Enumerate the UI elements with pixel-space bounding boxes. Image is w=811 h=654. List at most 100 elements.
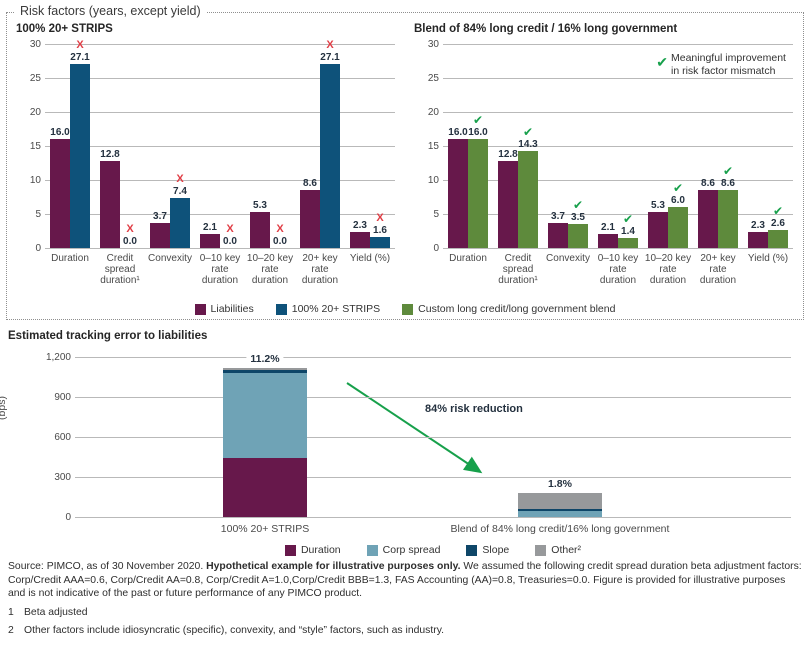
value-label: 2.1 <box>203 222 217 233</box>
y-tick-label: 1,200 <box>45 352 71 363</box>
footer: Source: PIMCO, as of 30 November 2020. H… <box>8 560 804 638</box>
footnote-1-text: Beta adjusted <box>24 606 88 618</box>
source-prefix: Source: PIMCO, as of 30 November 2020. <box>8 561 207 572</box>
y-tick-label: 15 <box>29 141 41 152</box>
strips-chart-title: 100% 20+ STRIPS <box>16 23 113 35</box>
y-axis-label: (bps) <box>0 396 8 420</box>
stack-segment-other- <box>223 367 307 371</box>
value-label: 0.0 <box>123 236 137 247</box>
bar-liabilities <box>350 232 370 248</box>
value-label: 16.0 <box>50 127 70 138</box>
x-category-label: Convexity <box>546 253 590 264</box>
y-tick-label: 5 <box>35 209 41 220</box>
bar-portfolio <box>518 151 538 248</box>
gridline <box>75 397 791 398</box>
y-tick-label: 900 <box>54 392 71 403</box>
legend-swatch <box>466 544 478 556</box>
y-tick-label: 300 <box>54 472 71 483</box>
x-mark-icon: X <box>276 223 284 235</box>
x-category-label: 20+ key rate duration <box>301 253 339 286</box>
x-category-label: 20+ key rate duration <box>699 253 737 286</box>
bar-liabilities <box>548 223 568 248</box>
gridline <box>443 180 793 181</box>
gridline <box>443 248 793 249</box>
value-label: 8.6 <box>721 178 735 189</box>
bar-liabilities <box>748 232 768 248</box>
value-label: 5.3 <box>651 200 665 211</box>
legend-label: Custom long credit/long government blend <box>418 303 616 315</box>
x-category-label: 10–20 key rate duration <box>644 253 692 286</box>
value-label: 16.0 <box>468 127 488 138</box>
gridline <box>75 477 791 478</box>
value-label: 5.3 <box>253 200 267 211</box>
source-rest: We assumed the following credit spread d… <box>8 561 802 599</box>
x-category-label: Convexity <box>148 253 192 264</box>
value-label: 2.3 <box>353 220 367 231</box>
bar-liabilities <box>150 223 170 248</box>
gridline <box>45 78 395 79</box>
x-mark-icon: X <box>226 223 234 235</box>
value-label: 16.0 <box>448 127 468 138</box>
y-tick-label: 20 <box>427 107 439 118</box>
x-mark-icon: X <box>176 173 184 185</box>
value-label: 3.7 <box>551 211 565 222</box>
strips-chart-panel: 100% 20+ STRIPS 0 5 10 15 20 25 30 16.0 27.1 X Dur… <box>7 13 405 286</box>
strips-bar-chart: 0 5 10 15 20 25 30 16.0 27.1 X Duration 12.8 0.0 X Cre… <box>30 39 395 286</box>
risk-factors-title: Risk factors (years, except yield) <box>15 4 206 18</box>
legend-label: Corp spread <box>382 544 441 556</box>
legend-swatch <box>366 544 378 556</box>
x-category-label: Credit spread duration¹ <box>498 253 538 286</box>
risk-factors-box: Risk factors (years, except yield) 100% … <box>6 4 804 320</box>
footnote-1: 1 Beta adjusted <box>8 606 804 620</box>
legend-item: Corp spread <box>366 544 441 556</box>
value-label: 3.5 <box>571 212 585 223</box>
gridline <box>45 180 395 181</box>
bar-liabilities <box>50 139 70 248</box>
y-tick-label: 0 <box>65 512 71 523</box>
footnote-1-number: 1 <box>8 606 14 618</box>
risk-reduction-label: 84% risk reduction <box>425 403 523 415</box>
x-mark-icon: X <box>376 212 384 224</box>
value-label: 1.6 <box>373 225 387 236</box>
bar-liabilities <box>498 161 518 248</box>
stack-segment-slope <box>223 370 307 373</box>
value-label: 2.1 <box>601 222 615 233</box>
legend-label: 100% 20+ STRIPS <box>291 303 381 315</box>
bar-portfolio <box>370 237 390 248</box>
legend-item: Liabilities <box>194 303 254 315</box>
total-percent-label: 11.2% <box>246 352 284 365</box>
legend-label: Liabilities <box>210 303 254 315</box>
legend-swatch <box>402 303 414 315</box>
bar-portfolio <box>170 198 190 248</box>
y-tick-label: 25 <box>29 73 41 84</box>
improvement-annotation: ✔ Meaningful improvement in risk factor … <box>656 52 791 78</box>
bar-liabilities <box>598 234 618 248</box>
x-mark-icon: X <box>76 39 84 51</box>
x-category-label: 100% 20+ STRIPS <box>220 523 310 535</box>
gridline <box>443 214 793 215</box>
y-tick-label: 30 <box>427 39 439 50</box>
tracking-error-legend: Duration Corp spread Slope Other² <box>75 544 791 556</box>
gridline <box>75 357 791 358</box>
legend-item: Custom long credit/long government blend <box>402 303 615 315</box>
stack-segment-other- <box>518 493 602 510</box>
gridline <box>75 437 791 438</box>
value-label: 14.3 <box>518 139 538 150</box>
check-mark-icon: ✔ <box>522 125 534 139</box>
bar-portfolio <box>618 238 638 248</box>
gridline <box>443 112 793 113</box>
stack-segment-corp-spread <box>223 373 307 458</box>
legend-item: Other² <box>535 544 581 556</box>
check-mark-icon: ✔ <box>672 181 684 195</box>
value-label: 27.1 <box>320 52 340 63</box>
tracking-error-chart: 84% risk reduction 0 300 600 900 1,200 11.2% 1… <box>46 352 791 535</box>
legend-label: Slope <box>482 544 510 556</box>
check-mark-icon: ✔ <box>622 212 634 226</box>
bar-liabilities <box>648 212 668 248</box>
legend-label: Duration <box>300 544 341 556</box>
check-mark-icon: ✔ <box>656 54 668 70</box>
bar-portfolio <box>468 139 488 248</box>
gridline <box>443 78 793 79</box>
tracking-error-section: Estimated tracking error to liabilities … <box>0 330 811 556</box>
